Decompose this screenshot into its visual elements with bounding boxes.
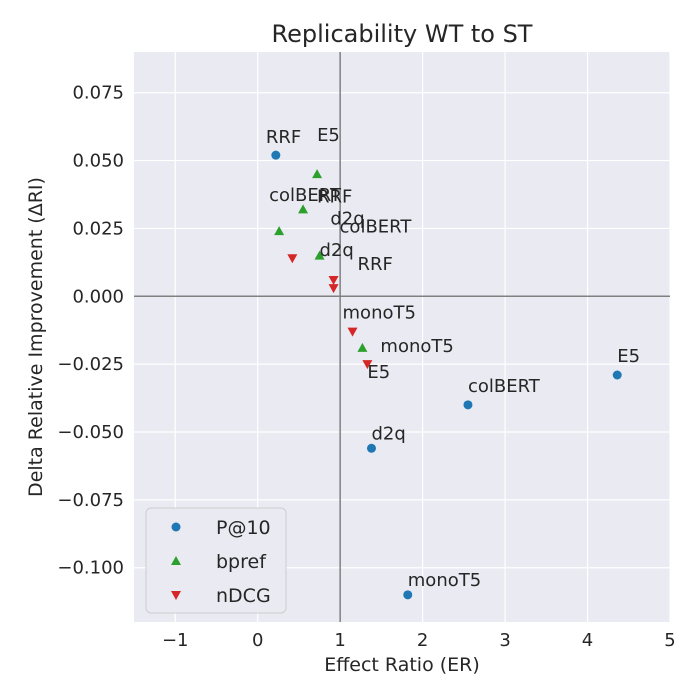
point-label: monoT5 [408,570,481,591]
x-tick-label: 3 [499,630,510,651]
x-tick-label: 2 [417,630,428,651]
legend-label: P@10 [216,517,271,539]
point-label: d2q [330,208,364,229]
p-10-point [612,370,622,380]
y-tick-label: 0.050 [72,151,124,172]
bpref-point [274,226,285,236]
bpref-point [298,204,309,214]
reference-lines [134,52,670,622]
point-label: E5 [617,346,640,367]
legend-box [145,507,287,614]
point-labels: RRFE5colBERTd2qmonoT5E5RRFcolBERTcolBERT… [266,125,640,591]
ndcg-point [287,254,298,264]
legend-marker [171,522,181,532]
point-label: d2q [371,423,405,444]
point-label: E5 [317,125,340,146]
y-tick-label: −0.100 [57,558,124,579]
point-label: monoT5 [380,336,453,357]
point-label: d2q [320,240,354,261]
x-tick-label: 5 [664,630,675,651]
p-10-point [403,590,413,600]
p-10-point [463,400,473,410]
y-tick-labels: −0.100 −0.075 −0.050 −0.025 0.000 0.025 0.050 0… [57,83,124,579]
x-tick-label: −1 [162,630,189,651]
chart-title: Replicability WT to ST [272,20,533,48]
x-axis-label: Effect Ratio (ER) [324,654,480,676]
p-10-point [366,443,376,453]
legend-label: nDCG [216,585,271,607]
p-10-point [271,150,281,160]
ndcg-point [347,327,358,337]
bpref-point [314,250,325,260]
ndcg-point [362,360,373,370]
x-tick-labels: −1 0 1 2 3 4 5 [162,630,676,651]
ndcg-point [328,276,339,285]
y-tick-label: 0.000 [72,286,124,307]
legend-marker [171,591,181,600]
point-label: colBERT [269,185,342,206]
point-label: E5 [367,362,390,383]
point-label: RRF [317,186,352,207]
x-tick-label: 0 [252,630,263,651]
legend-label: bpref [216,551,267,573]
y-tick-label: 0.075 [72,83,124,104]
y-axis-label: Delta Relative Improvement (ΔRI) [25,177,47,497]
point-label: colBERT [340,217,413,238]
y-tick-label: −0.050 [57,422,124,443]
y-tick-label: −0.025 [57,354,124,375]
bpref-point [357,342,368,352]
legend: P@10 bpref nDCG [145,507,287,614]
x-tick-label: 1 [334,630,345,651]
y-tick-label: 0.025 [72,218,124,239]
point-label: RRF [358,254,393,275]
point-label: monoT5 [343,303,416,324]
x-tick-label: 4 [582,630,593,651]
legend-marker [171,556,181,565]
bpref-point [312,169,323,179]
ndcg-point [328,284,339,294]
point-label: RRF [266,127,301,148]
y-tick-label: −0.075 [57,490,124,511]
point-label: colBERT [468,376,541,397]
data-points [271,150,622,600]
